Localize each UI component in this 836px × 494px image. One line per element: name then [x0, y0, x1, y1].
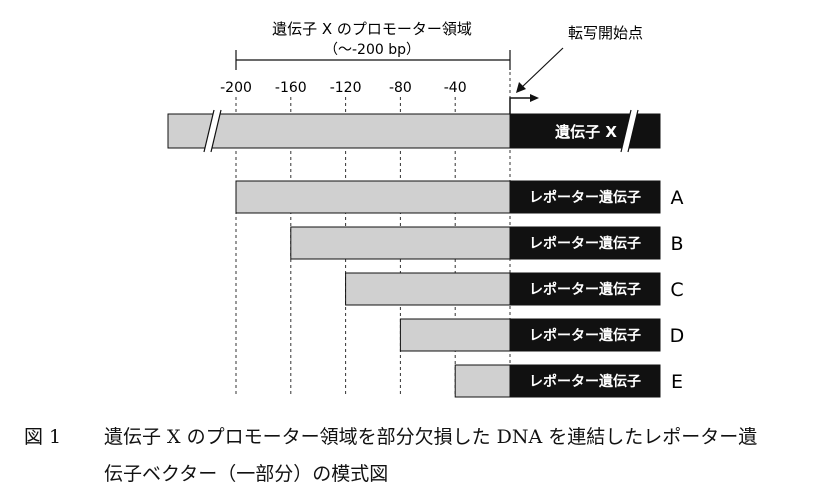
reporter-label: レポーター遺伝子 [529, 373, 641, 390]
construct-a: レポーター遺伝子 A [235, 180, 684, 214]
position-tick-labels: -200 -160 -120 -80 -40 [220, 80, 467, 96]
tss-bent-arrow [509, 94, 539, 114]
construct-id: E [671, 371, 683, 393]
tick-label: -160 [275, 80, 307, 96]
gene-x-promoter-box [167, 113, 511, 149]
gene-x-row: 遺伝子 X [167, 109, 661, 153]
deletion-construct-diagram: 遺伝子 X のプロモーター領域 （〜-200 bp） 転写開始点 -200 -16… [167, 20, 685, 398]
tick-label: -120 [330, 80, 362, 96]
reporter-box [509, 318, 661, 352]
reporter-box [509, 226, 661, 260]
figure-caption-text1: 遺伝子 X のプロモーター領域を部分欠損した DNA を連結したレポーター遺 [104, 426, 758, 448]
reporter-label: レポーター遺伝子 [529, 235, 641, 252]
gene-x-break-left [204, 110, 221, 152]
construct-id: B [670, 233, 683, 255]
figure-number: 図 1 [24, 426, 62, 448]
reporter-box [509, 180, 661, 214]
tss-pointer-arrow [516, 47, 564, 93]
tick-label: -80 [389, 80, 412, 96]
construct-c: レポーター遺伝子 C [345, 272, 684, 306]
tss-label: 転写開始点 [568, 24, 643, 42]
tick-label: -200 [220, 80, 252, 96]
construct-b: レポーター遺伝子 B [290, 226, 684, 260]
promoter-region-bracket [235, 50, 511, 70]
promoter-region-range: （〜-200 bp） [324, 42, 420, 58]
construct-promoter-box [399, 318, 511, 352]
construct-id: D [670, 325, 685, 347]
construct-promoter-box [235, 180, 511, 214]
construct-id: C [670, 279, 683, 301]
construct-promoter-box [454, 364, 511, 398]
promoter-region-title: 遺伝子 X のプロモーター領域 [272, 20, 472, 38]
reporter-box [509, 364, 661, 398]
reporter-label: レポーター遺伝子 [529, 281, 641, 298]
construct-promoter-box [345, 272, 511, 306]
reporter-label: レポーター遺伝子 [529, 189, 641, 206]
construct-id: A [671, 187, 684, 209]
construct-e: レポーター遺伝子 E [454, 364, 683, 398]
figure-caption-line2: 伝子ベクター（一部分）の模式図 [104, 463, 389, 485]
tick-label: -40 [444, 80, 467, 96]
gene-x-break-right [621, 110, 638, 152]
construct-promoter-box [290, 226, 511, 260]
gene-x-label: 遺伝子 X [554, 123, 617, 141]
construct-d: レポーター遺伝子 D [399, 318, 685, 352]
reporter-label: レポーター遺伝子 [529, 327, 641, 344]
figure-caption-line1: 図 1 遺伝子 X のプロモーター領域を部分欠損した DNA を連結したレポーター… [24, 422, 757, 449]
reporter-box [509, 272, 661, 306]
